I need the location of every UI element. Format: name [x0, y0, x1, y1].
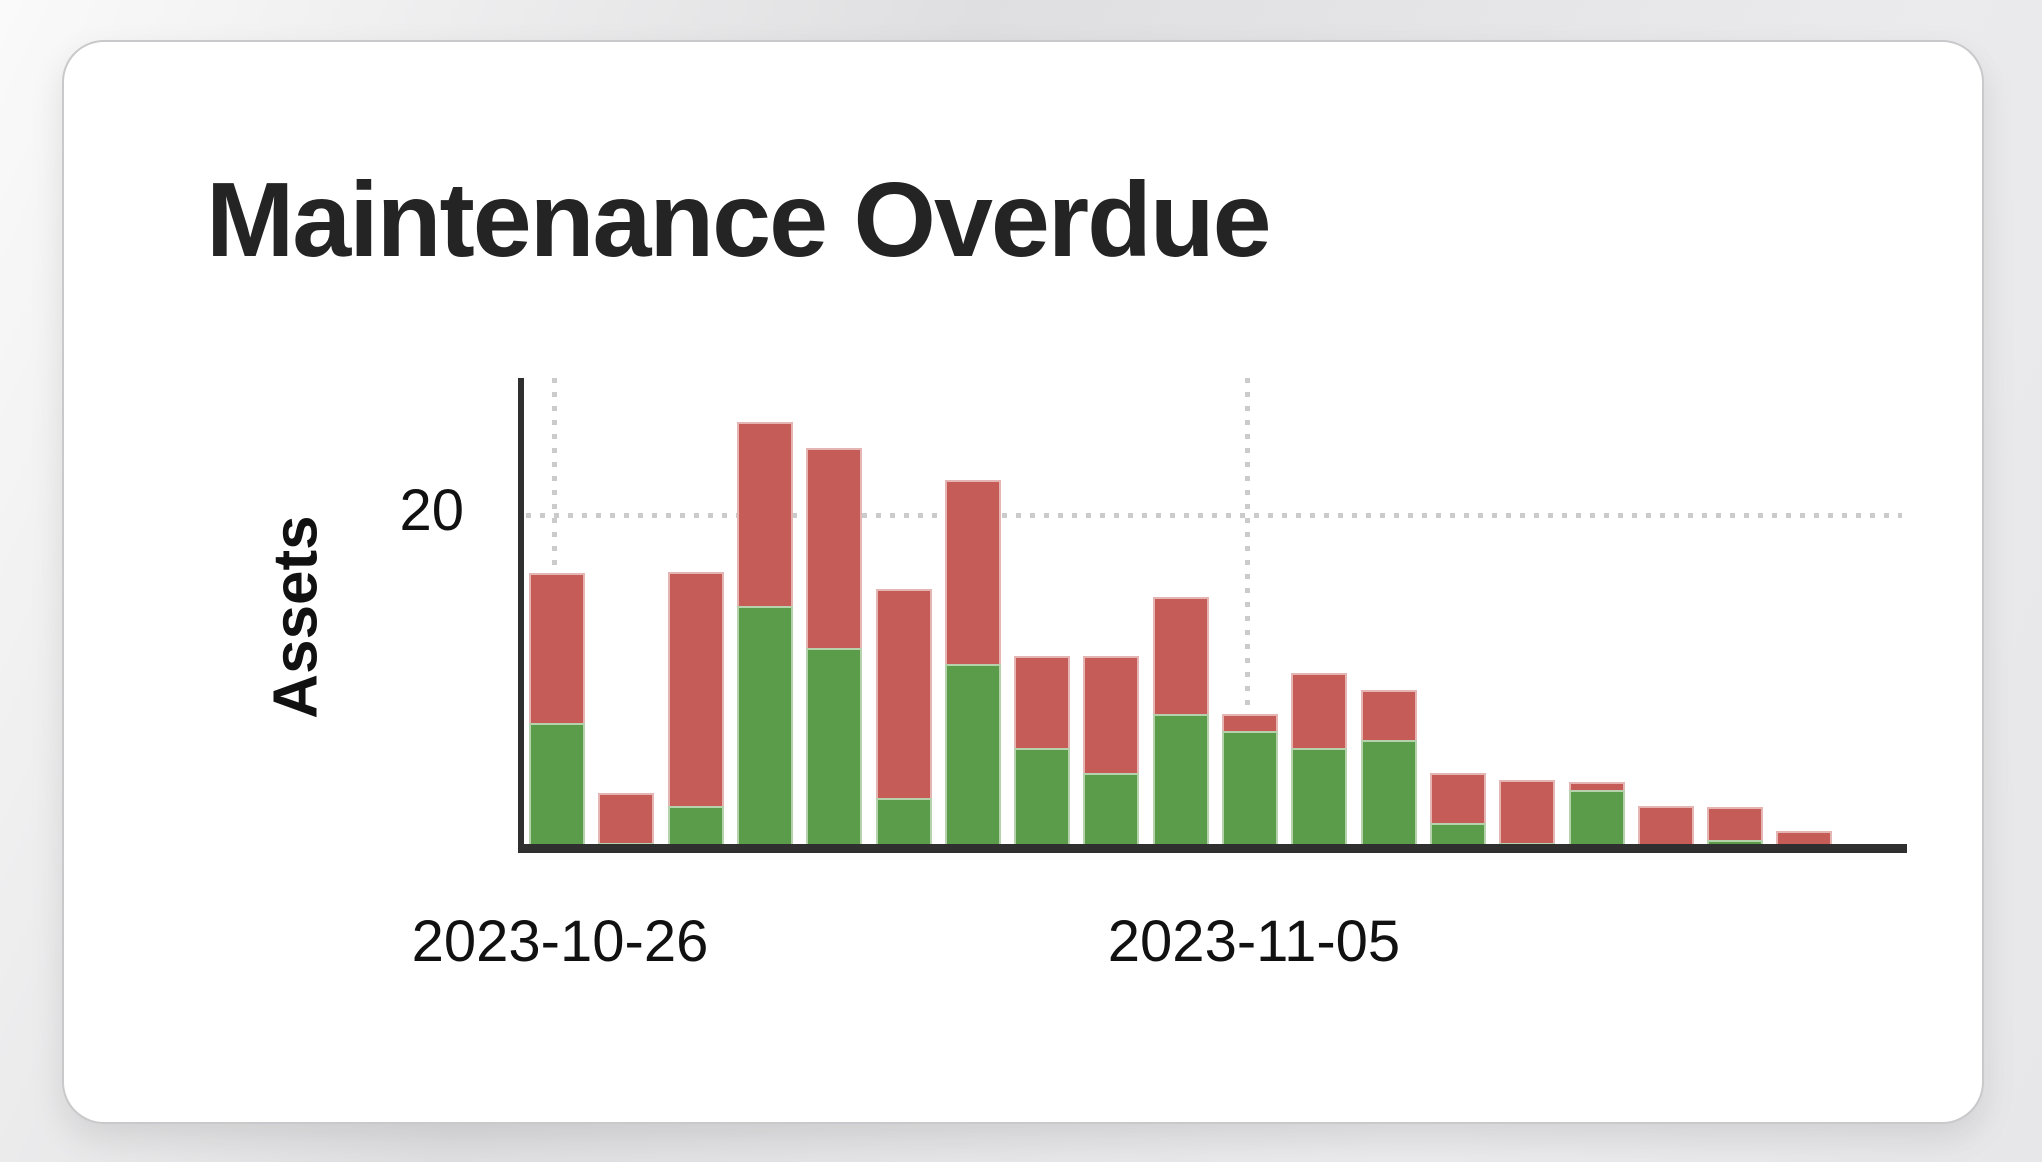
bar-segment-green-2023-10-30[interactable] — [806, 648, 862, 848]
y-axis-line — [518, 378, 524, 852]
bar-segment-red-2023-10-28[interactable] — [668, 572, 724, 806]
bar-segment-green-2023-11-05[interactable] — [1222, 731, 1278, 848]
bar-segment-red-2023-11-07[interactable] — [1361, 690, 1417, 740]
bar-segment-red-2023-11-13[interactable] — [1776, 831, 1832, 848]
bar-segment-green-2023-11-03[interactable] — [1083, 773, 1139, 848]
bar-segment-green-2023-11-07[interactable] — [1361, 740, 1417, 848]
chart-card: Maintenance Overdue Assets 20 2023-10-26… — [62, 40, 1984, 1124]
bar-segment-red-2023-11-09[interactable] — [1499, 780, 1555, 843]
gridline-x-2023-11-05 — [1245, 378, 1250, 844]
bar-segment-red-2023-10-29[interactable] — [737, 422, 793, 606]
bar-segment-red-2023-11-08[interactable] — [1430, 773, 1486, 823]
bar-segment-green-2023-11-02[interactable] — [1014, 748, 1070, 848]
bar-segment-green-2023-10-31[interactable] — [876, 798, 932, 848]
bar-segment-red-2023-10-26[interactable] — [529, 573, 585, 723]
bar-segment-green-2023-11-01[interactable] — [945, 664, 1001, 848]
bar-segment-red-2023-11-06[interactable] — [1291, 673, 1347, 748]
bar-segment-red-2023-11-11[interactable] — [1638, 806, 1694, 848]
bar-segment-green-2023-11-10[interactable] — [1569, 790, 1625, 848]
bar-segment-red-2023-11-01[interactable] — [945, 480, 1001, 664]
y-tick-label-20: 20 — [399, 477, 464, 543]
bar-segment-red-2023-11-04[interactable] — [1153, 597, 1209, 714]
bar-segment-red-2023-11-10[interactable] — [1569, 782, 1625, 790]
bar-segment-red-2023-11-03[interactable] — [1083, 656, 1139, 773]
bar-segment-red-2023-11-12[interactable] — [1707, 807, 1763, 840]
x-axis-line — [518, 844, 1907, 853]
x-tick-label-2023-10-26: 2023-10-26 — [411, 909, 709, 974]
chart-title: Maintenance Overdue — [206, 161, 1272, 279]
bar-segment-green-2023-10-28[interactable] — [668, 806, 724, 848]
bar-segment-red-2023-10-27[interactable] — [598, 793, 654, 843]
bar-segment-red-2023-10-30[interactable] — [806, 448, 862, 648]
bar-segment-red-2023-11-02[interactable] — [1014, 656, 1070, 748]
bar-segment-green-2023-11-04[interactable] — [1153, 714, 1209, 848]
bar-segment-red-2023-11-05[interactable] — [1222, 714, 1278, 731]
bar-segment-green-2023-10-29[interactable] — [737, 606, 793, 848]
x-tick-label-2023-11-05: 2023-11-05 — [1107, 909, 1401, 974]
bar-segment-red-2023-10-31[interactable] — [876, 589, 932, 798]
gridline-y-20 — [526, 513, 1902, 518]
bar-segment-green-2023-10-26[interactable] — [529, 723, 585, 848]
bar-segment-green-2023-11-08[interactable] — [1430, 823, 1486, 848]
bar-segment-green-2023-11-06[interactable] — [1291, 748, 1347, 848]
